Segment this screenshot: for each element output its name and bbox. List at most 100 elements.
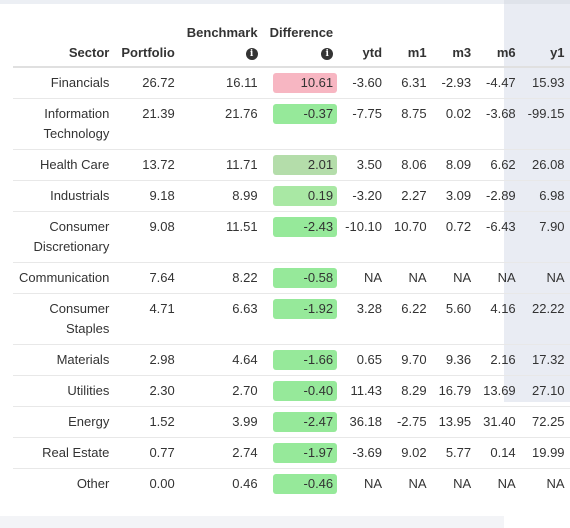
column-header-ytd[interactable]: ytd [339,14,389,68]
cell-portfolio: 1.52 [115,406,181,438]
difference-info-icon[interactable]: i [321,48,334,60]
cell-y1: -99.15 [521,98,570,150]
cell-m1: NA [388,468,433,499]
column-header-sector[interactable]: Sector [13,14,116,68]
cell-benchmark: 21.76 [180,98,264,150]
cell-y1: 27.10 [521,375,570,407]
cell-benchmark: 8.22 [180,262,264,294]
cell-m6: NA [477,468,522,499]
cell-m1: 8.29 [388,375,433,407]
cell-m1: 10.70 [388,211,433,263]
cell-sector: Materials [13,344,116,376]
cell-benchmark: 3.99 [180,406,264,438]
cell-ytd: 3.28 [339,293,389,345]
column-header-ytd-label: ytd [362,45,383,60]
cell-m1: 8.75 [388,98,433,150]
cell-m3: 3.09 [432,180,478,212]
panel-bottom-edge [0,516,504,528]
cell-y1: 15.93 [532,75,565,90]
column-header-benchmark-label: Benchmark [186,25,258,40]
cell-ytd: 11.43 [339,375,389,407]
difference-value: -0.46 [273,474,338,494]
cell-portfolio: 26.72 [142,75,175,90]
cell-sector: Health Care [13,149,116,181]
column-header-y1[interactable]: y1 [521,14,570,68]
cell-portfolio: 0.77 [115,437,181,469]
cell-benchmark: 2.74 [180,437,264,469]
cell-m3: 9.36 [432,344,478,376]
cell-difference: -0.40 [263,375,340,407]
cell-portfolio: 7.64 [115,262,181,294]
cell-ytd: NA [339,468,389,499]
cell-y1: 6.98 [521,180,570,212]
difference-value: -2.47 [273,412,338,432]
cell-m6: 6.62 [477,149,522,181]
column-header-m6-label: m6 [496,45,516,60]
cell-difference: -2.43 [263,211,340,263]
cell-benchmark: 2.70 [180,375,264,407]
difference-value: -0.37 [273,104,338,124]
cell-difference: -0.46 [263,468,340,499]
cell-portfolio: 9.18 [115,180,181,212]
cell-sector: Consumer Discretionary [13,211,116,263]
cell-ytd: -7.75 [339,98,389,150]
cell-ytd: 3.50 [339,149,389,181]
table-row: Financials 26.72 16.11 10.61 -3.60 6.31 … [13,67,570,99]
page-top-edge-right [504,0,570,4]
cell-y1: NA [521,262,570,294]
cell-portfolio: 13.72 [115,149,181,181]
cell-ytd: NA [339,262,389,294]
cell-y1: NA [521,468,570,499]
table-row: Energy 1.52 3.99 -2.47 36.18 -2.75 13.95… [13,406,570,438]
table-body: Financials 26.72 16.11 10.61 -3.60 6.31 … [13,67,570,499]
cell-m3: 16.79 [432,375,478,407]
cell-sector: Real Estate [13,437,116,469]
cell-m6: 2.16 [477,344,522,376]
table-row: Utilities 2.30 2.70 -0.40 11.43 8.29 16.… [13,375,570,407]
difference-value: -1.92 [273,299,338,319]
cell-m3: 0.02 [432,98,478,150]
column-header-m6[interactable]: m6 [477,14,522,68]
table-row: Materials 2.98 4.64 -1.66 0.65 9.70 9.36… [13,344,570,376]
cell-difference: -1.66 [263,344,340,376]
cell-y1: 19.99 [521,437,570,469]
difference-value: 0.19 [273,186,338,206]
table-row: Industrials 9.18 8.99 0.19 -3.20 2.27 3.… [13,180,570,212]
cell-portfolio: 21.39 [115,98,181,150]
difference-value: 10.61 [273,73,338,93]
column-header-m3[interactable]: m3 [432,14,478,68]
sector-allocation-table: Sector Portfolio Benchmark i Difference … [13,14,570,499]
cell-m3: 5.60 [432,293,478,345]
cell-y1: 72.25 [521,406,570,438]
cell-m6: 0.14 [477,437,522,469]
cell-m6: 31.40 [477,406,522,438]
cell-m1: -2.75 [388,406,433,438]
cell-portfolio: 9.08 [115,211,181,263]
cell-m3: NA [432,262,478,294]
cell-m1: 6.31 [401,75,427,90]
column-header-benchmark[interactable]: Benchmark i [180,14,264,68]
column-header-portfolio[interactable]: Portfolio [115,14,181,68]
benchmark-info-icon[interactable]: i [245,48,258,60]
cell-benchmark: 4.64 [180,344,264,376]
table-row: Real Estate 0.77 2.74 -1.97 -3.69 9.02 5… [13,437,570,469]
cell-sector: Energy [13,406,116,438]
cell-difference: 2.01 [263,149,340,181]
cell-m3: 13.95 [432,406,478,438]
cell-y1: 26.08 [521,149,570,181]
difference-value: -0.58 [273,268,338,288]
cell-sector: Other [13,468,116,499]
column-header-portfolio-label: Portfolio [121,45,175,60]
table-row: Other 0.00 0.46 -0.46 NA NA NA NA NA [13,468,570,499]
column-header-y1-label: y1 [550,45,565,60]
cell-m1: 9.70 [388,344,433,376]
cell-difference: -1.97 [263,437,340,469]
cell-m3: 0.72 [432,211,478,263]
column-header-difference[interactable]: Difference i [263,14,340,68]
cell-ytd: -3.20 [339,180,389,212]
cell-m3: NA [432,468,478,499]
column-header-m1[interactable]: m1 [388,14,433,68]
cell-sector: Utilities [13,375,116,407]
cell-m6: 13.69 [477,375,522,407]
cell-y1: 7.90 [521,211,570,263]
